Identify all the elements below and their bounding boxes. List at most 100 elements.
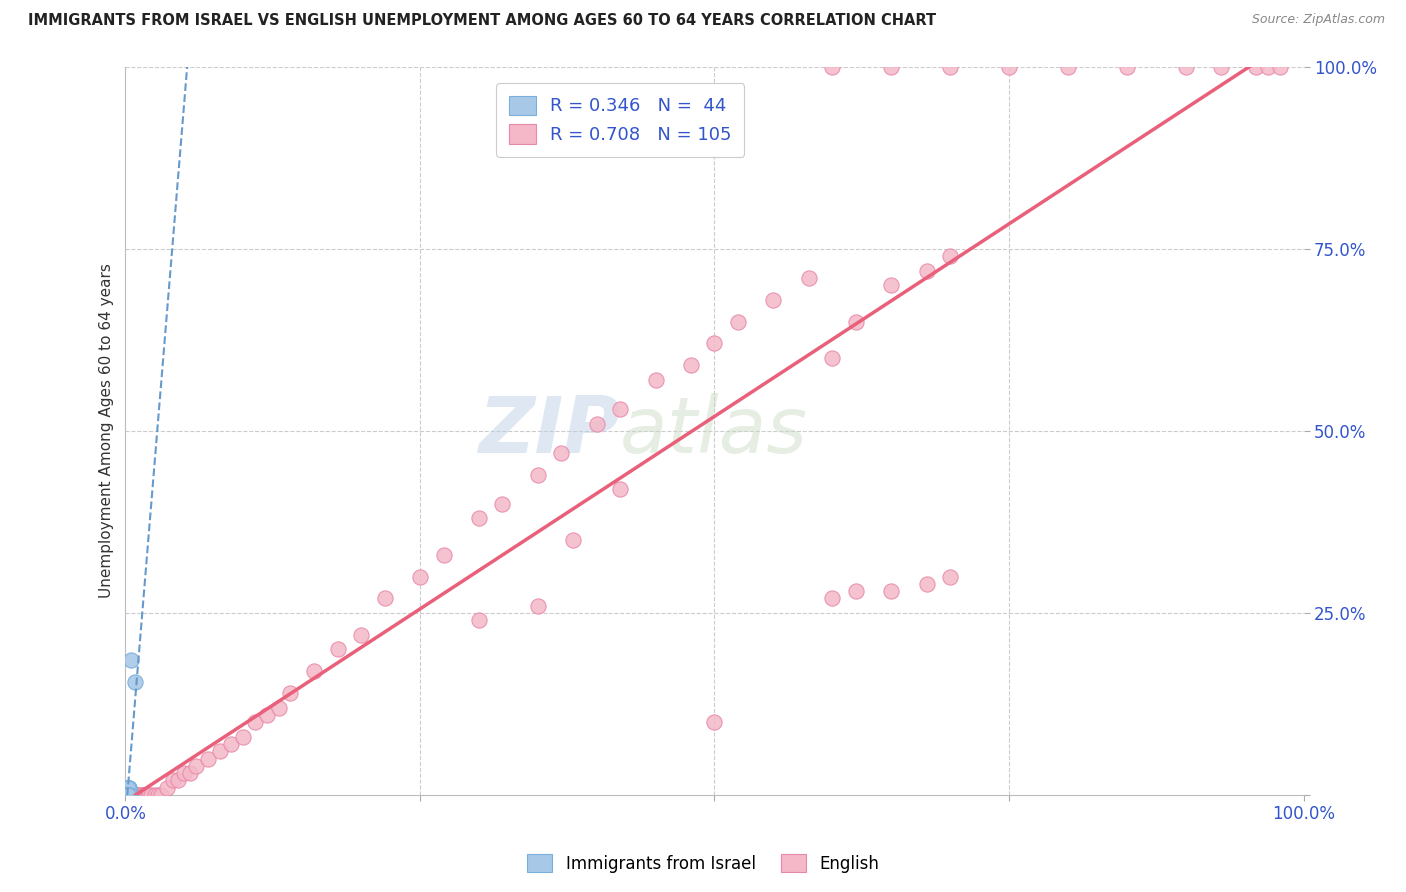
Point [115, 788, 138, 802]
Point [550, 445, 572, 459]
Point [117, 788, 139, 802]
Point [845, 314, 868, 328]
Point [115, 788, 138, 802]
Point [122, 788, 145, 802]
Point [117, 788, 139, 802]
Point [280, 686, 302, 700]
Point [118, 788, 141, 802]
Point [232, 730, 254, 744]
Point [117, 788, 139, 802]
Point [562, 533, 585, 547]
Point [1246, 60, 1268, 74]
Point [880, 60, 903, 74]
Point [302, 664, 325, 678]
Point [256, 707, 278, 722]
Point [132, 788, 155, 802]
Point [468, 511, 491, 525]
Point [468, 613, 491, 627]
Point [880, 584, 903, 599]
Point [120, 788, 142, 802]
Point [609, 482, 631, 496]
Point [115, 788, 138, 802]
Text: ZIP: ZIP [478, 392, 620, 469]
Point [1257, 60, 1279, 74]
Point [186, 759, 208, 773]
Point [526, 599, 548, 613]
Point [141, 788, 163, 802]
Point [115, 788, 138, 802]
Point [939, 569, 962, 583]
Point [125, 788, 148, 802]
Point [117, 788, 139, 802]
Point [609, 401, 631, 416]
Point [120, 788, 142, 802]
Point [118, 788, 141, 802]
Point [115, 788, 138, 802]
Point [998, 60, 1021, 74]
Point [115, 788, 138, 802]
Point [118, 788, 141, 802]
Point [117, 788, 139, 802]
Point [167, 773, 190, 788]
Point [138, 788, 160, 802]
Point [135, 788, 157, 802]
Point [121, 788, 143, 802]
Point [120, 788, 142, 802]
Point [703, 715, 725, 730]
Point [118, 780, 141, 795]
Point [118, 788, 141, 802]
Point [115, 788, 138, 802]
Point [129, 788, 152, 802]
Point [117, 788, 139, 802]
Point [939, 249, 962, 263]
Point [374, 591, 396, 606]
Point [762, 293, 785, 307]
Point [797, 270, 820, 285]
Point [115, 788, 138, 802]
Point [117, 788, 139, 802]
Point [208, 744, 231, 758]
Point [117, 788, 139, 802]
Point [127, 788, 149, 802]
Point [118, 788, 141, 802]
Point [432, 548, 454, 562]
Point [124, 788, 146, 802]
Point [117, 788, 139, 802]
Point [703, 336, 725, 351]
Point [118, 788, 141, 802]
Point [125, 788, 148, 802]
Point [117, 788, 139, 802]
Point [1057, 60, 1080, 74]
Point [1115, 60, 1137, 74]
Point [117, 788, 139, 802]
Point [115, 788, 138, 802]
Point [120, 653, 142, 667]
Point [115, 788, 138, 802]
Point [134, 788, 156, 802]
Point [162, 773, 184, 788]
Point [821, 591, 844, 606]
Legend: Immigrants from Israel, English: Immigrants from Israel, English [520, 847, 886, 880]
Point [156, 780, 179, 795]
Point [350, 628, 373, 642]
Point [124, 788, 146, 802]
Y-axis label: Unemployment Among Ages 60 to 64 years: Unemployment Among Ages 60 to 64 years [100, 263, 114, 599]
Point [117, 788, 139, 802]
Point [491, 497, 513, 511]
Point [821, 351, 844, 365]
Point [1268, 60, 1291, 74]
Point [115, 788, 138, 802]
Point [118, 788, 141, 802]
Point [727, 314, 749, 328]
Point [115, 788, 138, 802]
Legend: R = 0.346   N =  44, R = 0.708   N = 105: R = 0.346 N = 44, R = 0.708 N = 105 [496, 83, 744, 157]
Point [115, 788, 138, 802]
Point [118, 788, 141, 802]
Point [134, 788, 156, 802]
Point [118, 780, 141, 795]
Point [115, 788, 138, 802]
Text: Source: ZipAtlas.com: Source: ZipAtlas.com [1251, 13, 1385, 27]
Point [117, 788, 139, 802]
Text: IMMIGRANTS FROM ISRAEL VS ENGLISH UNEMPLOYMENT AMONG AGES 60 TO 64 YEARS CORRELA: IMMIGRANTS FROM ISRAEL VS ENGLISH UNEMPL… [28, 13, 936, 29]
Point [821, 60, 844, 74]
